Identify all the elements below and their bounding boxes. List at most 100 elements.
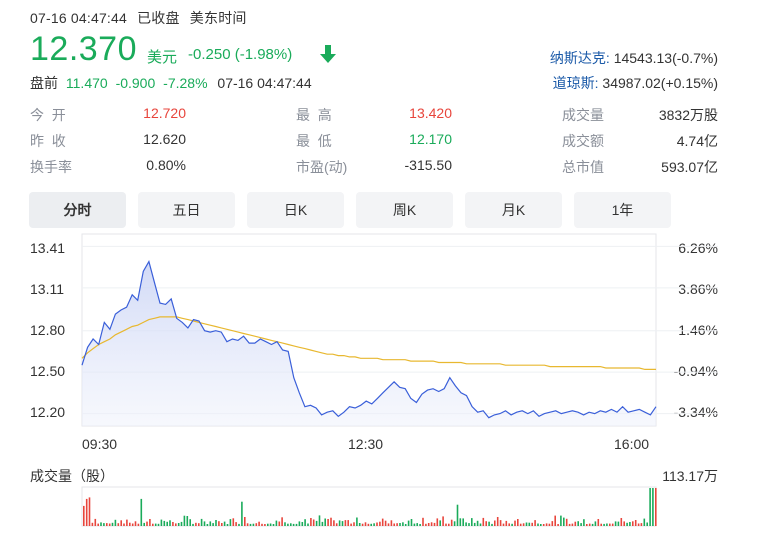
index-name: 道琼斯: (552, 75, 599, 91)
volume-bar (318, 515, 321, 526)
volume-bar (465, 522, 467, 526)
volume-bar (310, 518, 312, 526)
market-status: 已收盘 (137, 10, 180, 26)
volume-bar (160, 519, 163, 526)
currency-label: 美元 (147, 49, 178, 66)
volume-bar (97, 523, 99, 526)
volume-bar (399, 523, 401, 526)
volume-bar (88, 497, 91, 526)
tab-one-year[interactable]: 1年 (574, 192, 671, 228)
volume-bar (422, 517, 424, 526)
volume-bar (606, 523, 608, 526)
volume-bar (390, 520, 393, 526)
volume-bar (350, 523, 352, 526)
volume-bar (591, 523, 594, 526)
stat-value-amount: 4.74亿 (676, 133, 718, 149)
volume-bar (298, 521, 301, 526)
volume-bar (209, 521, 212, 526)
volume-bar (554, 515, 556, 526)
volume-bar (218, 521, 220, 526)
premarket-time: 07-16 04:47:44 (217, 75, 312, 91)
volume-bar (249, 523, 252, 526)
volume-bar (505, 520, 508, 526)
volume-bar (603, 523, 605, 526)
volume-bar (459, 518, 462, 526)
volume-bar (114, 519, 117, 526)
volume-bar (315, 520, 318, 526)
volume-bar (166, 521, 168, 526)
tab-intraday[interactable]: 分时 (29, 192, 126, 228)
volume-bar (353, 522, 355, 526)
volume-bar (327, 519, 329, 526)
volume-bar (333, 520, 335, 526)
volume-bar (106, 523, 108, 526)
volume-bar (542, 524, 545, 526)
volume-bar (571, 523, 574, 526)
volume-bar (198, 523, 200, 526)
volume-bar (568, 523, 571, 526)
volume-bar (264, 524, 266, 526)
volume-bar (453, 521, 456, 526)
volume-bar (565, 518, 568, 526)
volume-bar (476, 520, 479, 526)
volume-bar (134, 521, 137, 526)
stat-label-low: 最 低 (296, 133, 332, 149)
tab-weekly-k[interactable]: 周K (356, 192, 453, 228)
volume-bar (623, 521, 625, 526)
volume-bar (499, 520, 502, 526)
stat-label-turnover: 换手率 (30, 159, 72, 175)
volume-bar (120, 520, 122, 526)
volume-bar (295, 523, 298, 526)
volume-bar (531, 522, 533, 526)
x-tick-label: 16:00 (614, 436, 650, 452)
volume-max-label: 113.17万 (662, 468, 718, 484)
index-nasdaq[interactable]: 纳斯达克: 14543.13(-0.7%) (550, 48, 718, 68)
stat-value-pe: -315.50 (404, 157, 452, 173)
volume-bar (525, 522, 528, 526)
volume-bar (614, 521, 617, 526)
stat-value-low: 12.170 (409, 131, 452, 147)
volume-bar (183, 515, 186, 526)
right-tick-label: -3.34% (673, 404, 718, 420)
volume-bar (221, 523, 223, 526)
volume-bar (632, 521, 634, 526)
volume-bar (367, 523, 370, 526)
volume-bar (551, 521, 554, 526)
volume-bar (312, 519, 315, 526)
tab-monthly-k[interactable]: 月K (465, 192, 562, 228)
tab-five-day[interactable]: 五日 (138, 192, 235, 228)
volume-bar (235, 522, 237, 526)
stat-label-market-cap: 总市值 (562, 159, 604, 175)
volume-bar (436, 518, 439, 526)
stat-value-open: 12.720 (143, 105, 186, 121)
volume-bar (387, 523, 390, 526)
stat-label-high: 最 高 (296, 107, 332, 123)
right-tick-label: 6.26% (678, 240, 718, 256)
volume-bar (143, 522, 145, 526)
volume-bar (649, 488, 651, 526)
index-dow[interactable]: 道琼斯: 34987.02(+0.15%) (553, 73, 718, 93)
current-price: 12.370 (30, 30, 137, 68)
volume-bar (384, 520, 387, 526)
volume-bar (361, 523, 364, 526)
volume-bar (152, 523, 154, 526)
volume-bar (215, 520, 217, 526)
volume-bar (301, 522, 304, 526)
volume-bar (278, 521, 281, 526)
volume-bar (123, 523, 125, 526)
volume-bar (462, 518, 464, 526)
volume-bar (381, 518, 384, 526)
volume-bar (324, 518, 326, 526)
tab-daily-k[interactable]: 日K (247, 192, 344, 228)
volume-bar (272, 524, 275, 526)
volume-bar (252, 523, 255, 526)
stat-value-turnover: 0.80% (146, 157, 186, 173)
volume-bar (356, 517, 358, 526)
volume-bar (238, 523, 240, 526)
volume-bar (157, 523, 160, 526)
volume-bar (634, 520, 637, 526)
x-tick-label: 09:30 (82, 436, 118, 452)
stats-grid: 今 开 12.720 昨 收 12.620 换手率 0.80% 最 高 13.4… (0, 0, 774, 190)
volume-bar (620, 518, 623, 526)
